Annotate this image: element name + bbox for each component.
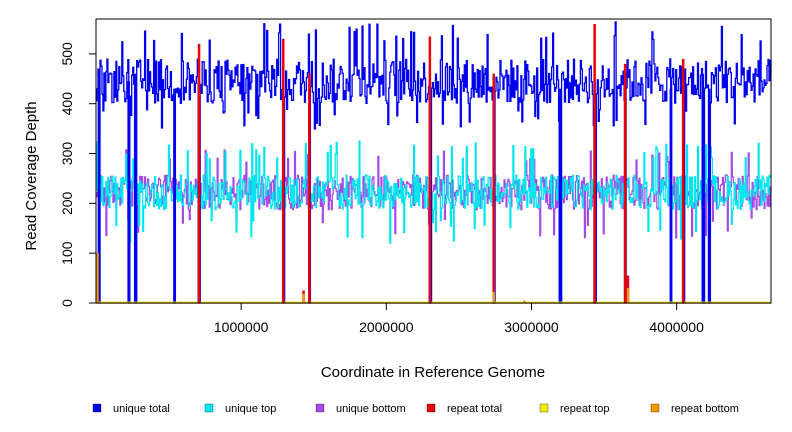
legend-swatch (650, 403, 660, 413)
x-tick-label: 4000000 (649, 319, 704, 335)
legend-label: repeat top (560, 403, 610, 415)
y-tick-label: 0 (59, 299, 75, 307)
y-tick-label: 100 (59, 241, 75, 265)
y-tick-label: 500 (59, 42, 75, 66)
legend-swatch (92, 403, 102, 413)
series-unique-total (96, 21, 772, 304)
legend-swatch (315, 403, 325, 413)
legend: unique total unique top unique bottom repea… (92, 403, 739, 415)
legend-label: unique total (113, 403, 170, 415)
plot-frame (95, 18, 772, 304)
y-tick-label: 300 (59, 142, 75, 166)
series-layer (96, 21, 772, 304)
x-axis-label: Coordinate in Reference Genome (321, 364, 545, 381)
y-tick-label: 200 (59, 191, 75, 215)
legend-label: unique top (225, 403, 276, 415)
axes-layer: 0 100 200 300 400 500 1000000 2000000 3000000 400… (59, 18, 772, 335)
legend-label: repeat bottom (671, 403, 739, 415)
x-tick-label: 2000000 (359, 319, 414, 335)
legend-label: unique bottom (336, 403, 406, 415)
y-axis-label: Read Coverage Depth (23, 101, 40, 250)
legend-swatch (204, 403, 214, 413)
legend-swatch (539, 403, 549, 413)
legend-label: repeat total (447, 403, 502, 415)
series-unique-top (96, 140, 772, 304)
x-tick-label: 3000000 (504, 319, 559, 335)
legend-swatch (426, 403, 436, 413)
y-tick-label: 400 (59, 92, 75, 116)
x-tick-label: 1000000 (214, 319, 269, 335)
